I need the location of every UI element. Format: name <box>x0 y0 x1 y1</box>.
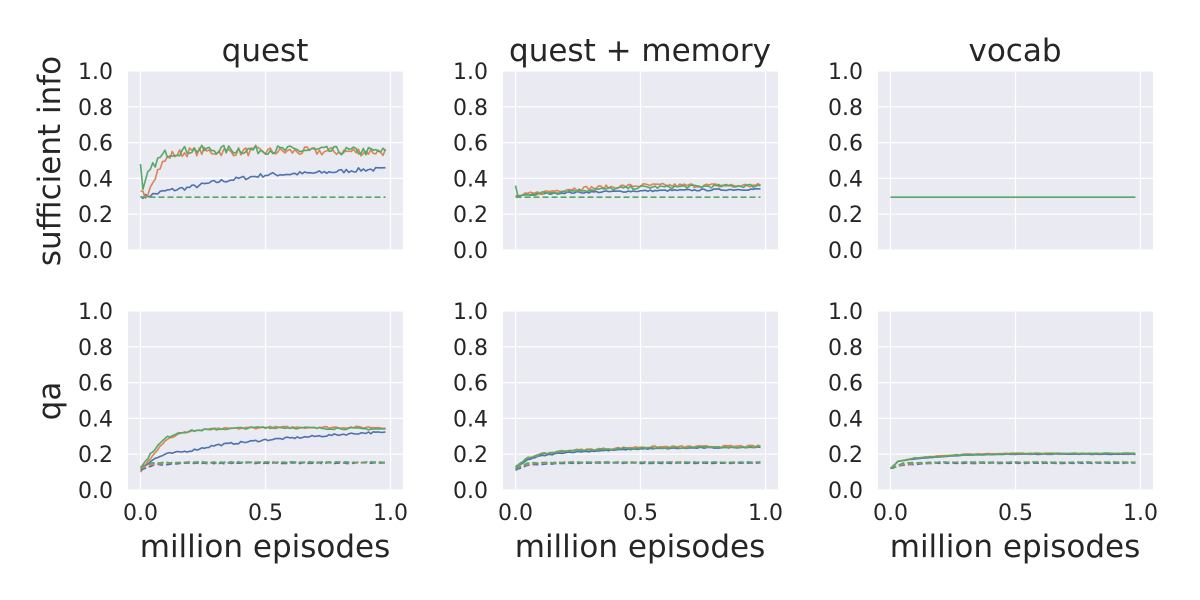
y-tick-label: 0.8 <box>828 96 863 121</box>
x-axis-label-quest-memory: million episodes <box>515 529 766 565</box>
y-tick-label: 1.0 <box>453 300 488 325</box>
y-tick-label: 1.0 <box>828 300 863 325</box>
y-tick-label: 0.2 <box>828 443 863 468</box>
series-line-2 <box>889 452 1136 470</box>
x-tick-label: 0.5 <box>998 501 1033 526</box>
y-tick-label: 0.2 <box>453 203 488 228</box>
series-line-0 <box>139 166 386 200</box>
y-tick-label: 0.0 <box>828 479 863 504</box>
y-tick-label: 0.0 <box>78 239 113 264</box>
x-tick-label: 0.0 <box>123 501 158 526</box>
series-line-2 <box>139 426 386 469</box>
y-tick-label: 0.4 <box>828 167 863 192</box>
y-tick-label: 1.0 <box>453 60 488 85</box>
y-tick-label: 0.4 <box>453 167 488 192</box>
y-tick-label: 0.8 <box>78 96 113 121</box>
y-tick-label: 0.8 <box>453 336 488 361</box>
y-tick-label: 0.0 <box>453 479 488 504</box>
y-tick-label: 1.0 <box>828 60 863 85</box>
y-tick-label: 0.8 <box>453 96 488 121</box>
y-tick-label: 0.6 <box>453 372 488 397</box>
y-tick-label: 0.8 <box>828 336 863 361</box>
y-tick-label: 1.0 <box>78 60 113 85</box>
panels: 0.00.20.40.60.81.00.00.20.40.60.81.00.00… <box>78 60 1158 526</box>
x-tick-label: 0.5 <box>623 501 658 526</box>
panel-5: 0.0 0.2 0.4 0.6 0.8 1.0 0.0 0.5 1.0 <box>828 300 1158 526</box>
series-line-0 <box>140 430 386 470</box>
column-title-vocab: vocab <box>968 33 1061 69</box>
panel-1: 0.0 0.2 0.4 0.6 0.8 1.0 <box>453 60 778 264</box>
series-line-4 <box>890 461 1136 470</box>
y-tick-label: 0.2 <box>78 203 113 228</box>
x-tick-label: 1.0 <box>748 501 783 526</box>
y-tick-label: 0.4 <box>453 407 488 432</box>
column-title-quest: quest <box>222 33 309 69</box>
series-line-5 <box>140 460 386 468</box>
x-axis-label-quest: million episodes <box>140 529 391 565</box>
y-tick-label: 0.6 <box>828 372 863 397</box>
y-tick-label: 0.6 <box>453 132 488 157</box>
y-tick-label: 0.4 <box>78 407 113 432</box>
row-label-qa: qa <box>32 382 68 421</box>
y-tick-label: 0.6 <box>828 132 863 157</box>
series-line-2 <box>514 183 761 198</box>
y-tick-label: 0.2 <box>453 443 488 468</box>
x-tick-label: 0.0 <box>498 501 533 526</box>
series-line-2 <box>515 445 761 468</box>
y-tick-label: 0.2 <box>828 203 863 228</box>
y-tick-label: 0.0 <box>453 239 488 264</box>
column-title-quest-memory: quest + memory <box>509 33 771 69</box>
panel-0: 0.0 0.2 0.4 0.6 0.8 1.0 <box>78 60 403 264</box>
series-line-2 <box>139 144 387 191</box>
x-tick-label: 1.0 <box>1123 501 1158 526</box>
x-tick-label: 0.5 <box>248 501 283 526</box>
x-tick-label: 0.0 <box>873 501 908 526</box>
y-tick-label: 0.6 <box>78 132 113 157</box>
y-tick-label: 0.4 <box>78 167 113 192</box>
panel-2: 0.0 0.2 0.4 0.6 0.8 1.0 <box>828 60 1153 264</box>
panel-3: 0.0 0.2 0.4 0.6 0.8 1.0 0.0 0.5 1.0 <box>78 300 408 526</box>
y-tick-label: 0.2 <box>78 443 113 468</box>
row-label-sufficient-info: sufficient info <box>32 56 68 266</box>
x-axis-label-vocab: million episodes <box>890 529 1141 565</box>
x-tick-label: 1.0 <box>373 501 408 526</box>
y-tick-label: 0.0 <box>78 479 113 504</box>
y-tick-label: 0.4 <box>828 407 863 432</box>
series-line-4 <box>515 461 761 470</box>
y-tick-label: 1.0 <box>78 300 113 325</box>
y-tick-label: 0.0 <box>828 239 863 264</box>
y-tick-label: 0.6 <box>78 372 113 397</box>
panel-4: 0.0 0.2 0.4 0.6 0.8 1.0 0.0 0.5 1.0 <box>453 300 783 526</box>
y-tick-label: 0.8 <box>78 336 113 361</box>
